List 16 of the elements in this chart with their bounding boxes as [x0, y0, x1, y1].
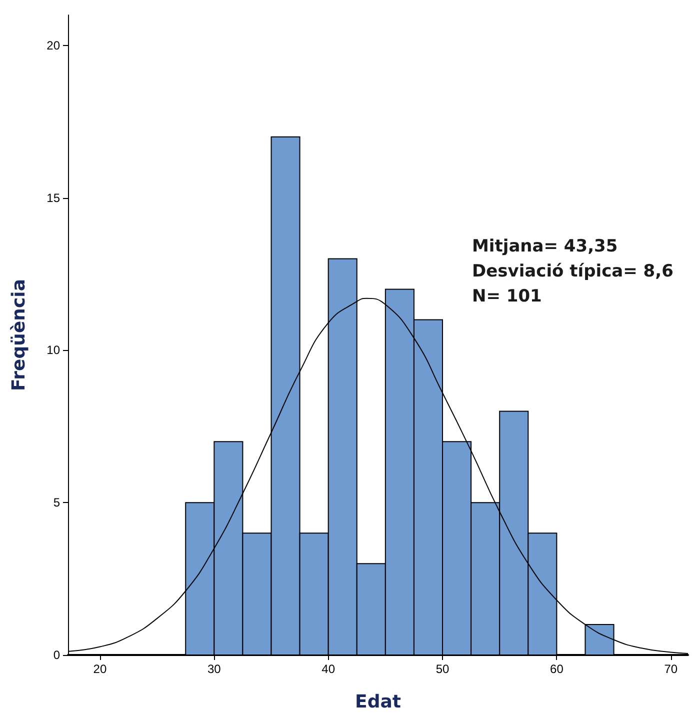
- annotation: Mitjana= 43,35: [472, 236, 618, 256]
- x-axis-title: Edat: [355, 692, 402, 712]
- y-tick-label: 10: [46, 343, 60, 358]
- x-tick-label: 60: [550, 662, 564, 676]
- x-tick-label: 50: [436, 662, 450, 676]
- x-tick-label: 20: [93, 662, 107, 676]
- y-tick-label: 20: [46, 38, 60, 52]
- x-tick-label: 30: [207, 662, 222, 676]
- y-axis-title: Freqüència: [8, 279, 30, 391]
- annotation: Desviació típica= 8,6: [472, 262, 674, 282]
- y-tick-label: 5: [53, 496, 60, 510]
- x-tick-label: 70: [664, 662, 678, 676]
- annotation: N= 101: [472, 286, 542, 306]
- x-tick-label: 40: [322, 662, 336, 676]
- y-tick-label: 0: [53, 648, 60, 662]
- y-tick-label: 15: [46, 190, 60, 205]
